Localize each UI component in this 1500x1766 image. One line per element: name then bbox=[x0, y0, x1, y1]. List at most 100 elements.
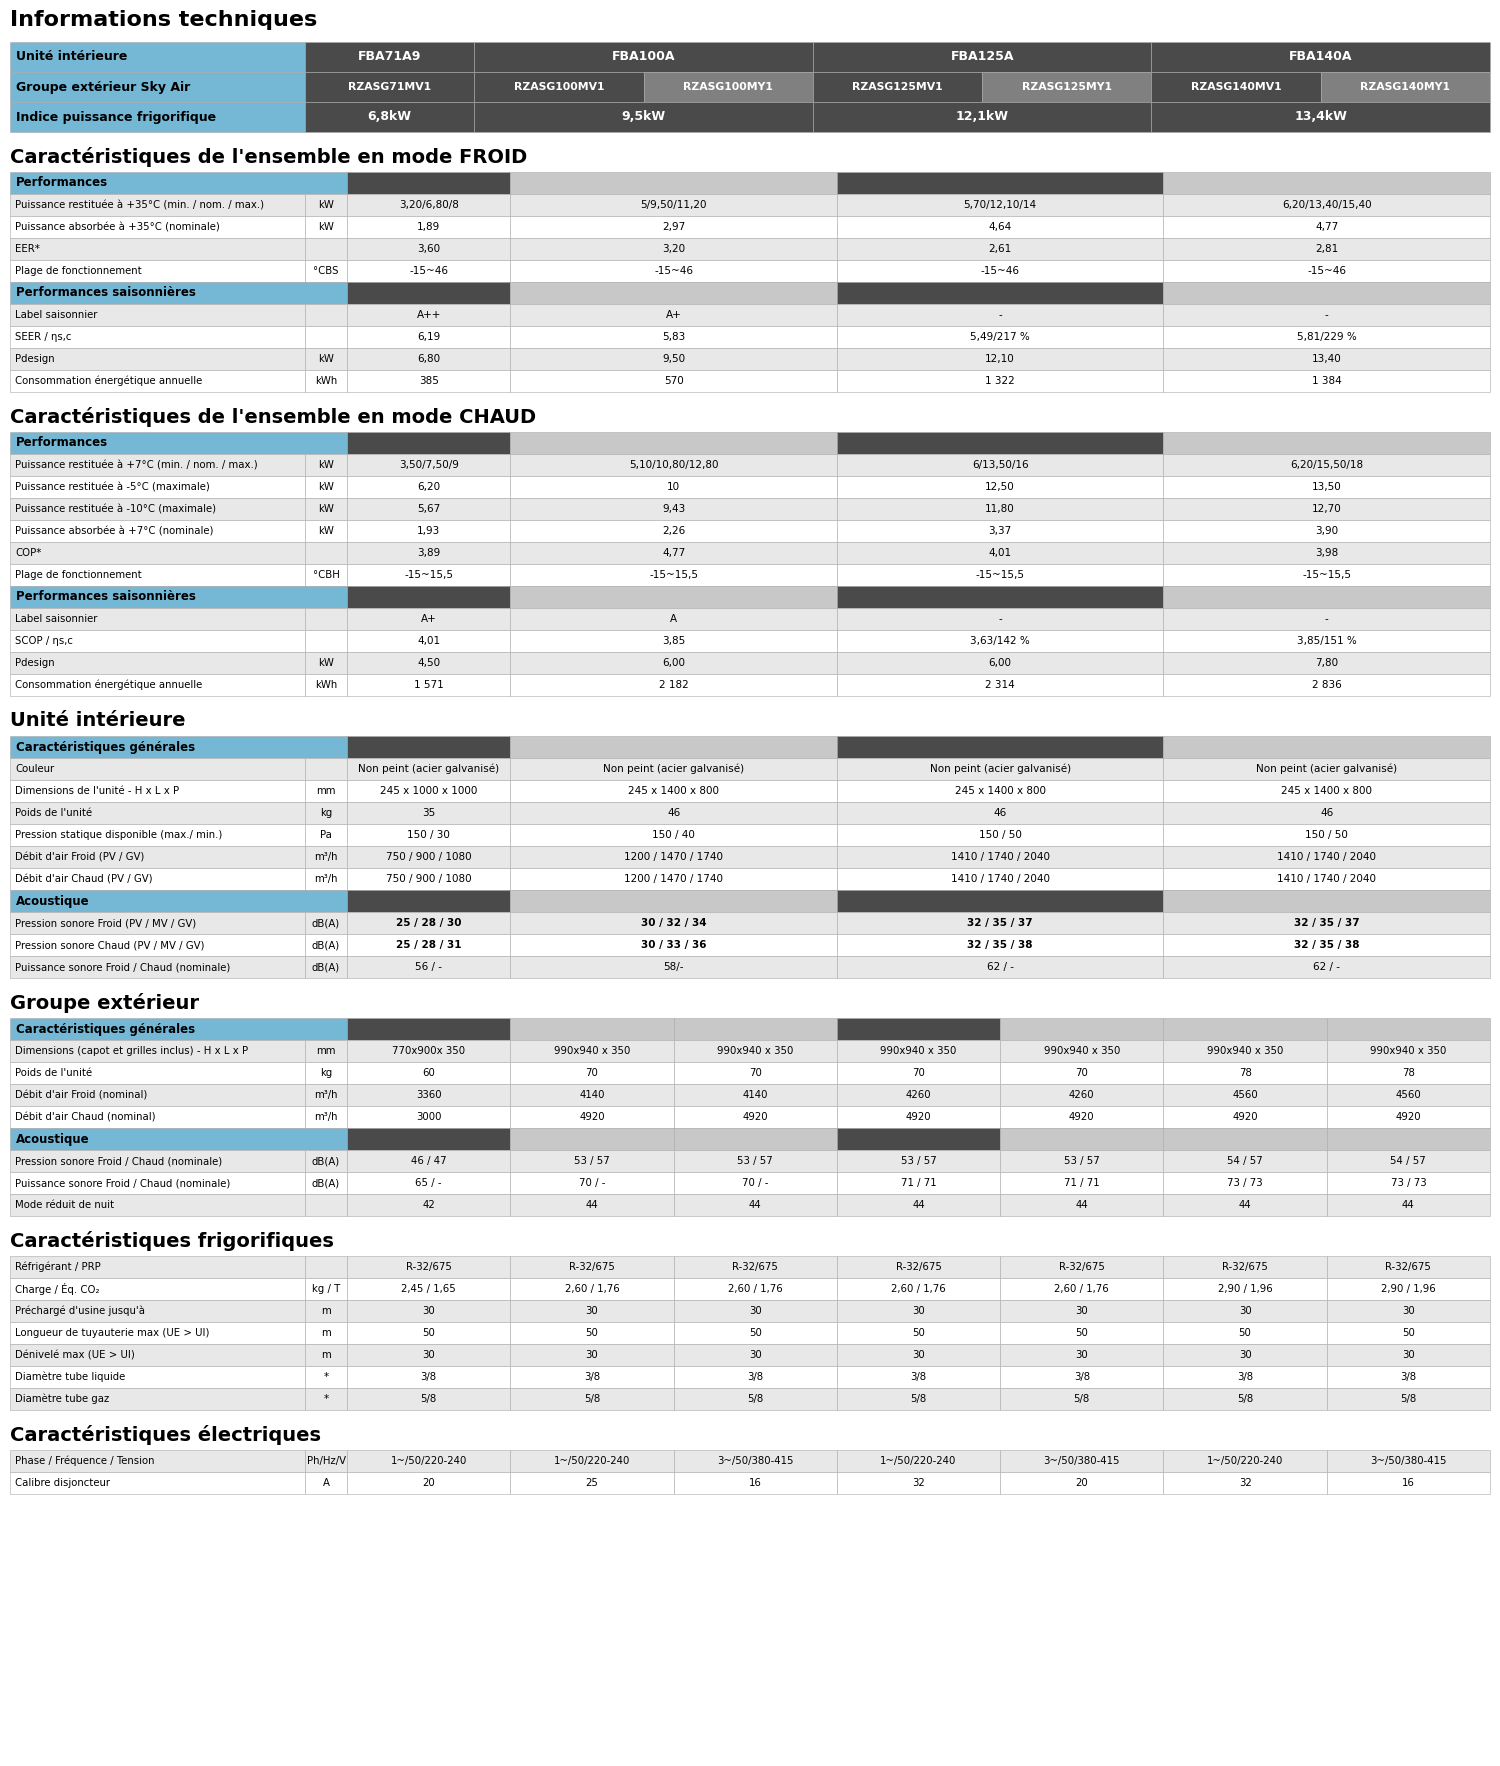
Text: EER*: EER* bbox=[15, 244, 40, 254]
Bar bbox=[10, 890, 346, 911]
Text: 4260: 4260 bbox=[1070, 1090, 1095, 1100]
Bar bbox=[837, 1473, 1001, 1494]
Bar bbox=[1000, 1061, 1164, 1084]
Bar bbox=[510, 911, 837, 934]
Text: 53 / 57: 53 / 57 bbox=[900, 1157, 936, 1166]
Text: Phase / Fréquence / Tension: Phase / Fréquence / Tension bbox=[15, 1455, 154, 1466]
Bar bbox=[1164, 869, 1490, 890]
Bar bbox=[10, 519, 304, 542]
Text: Pdesign: Pdesign bbox=[15, 659, 54, 668]
Bar bbox=[510, 825, 837, 846]
Bar bbox=[346, 1344, 510, 1365]
Bar bbox=[304, 42, 474, 72]
Text: 1410 / 1740 / 2040: 1410 / 1740 / 2040 bbox=[1276, 851, 1376, 862]
Bar bbox=[674, 1017, 837, 1040]
Text: Caractéristiques de l'ensemble en mode CHAUD: Caractéristiques de l'ensemble en mode C… bbox=[10, 406, 536, 427]
Text: 3/8: 3/8 bbox=[1238, 1372, 1252, 1383]
Text: Couleur: Couleur bbox=[15, 765, 54, 774]
Bar bbox=[1164, 586, 1490, 608]
Bar bbox=[510, 1473, 674, 1494]
Text: R-32/675: R-32/675 bbox=[1059, 1263, 1104, 1272]
Bar bbox=[1164, 652, 1490, 675]
Text: 4,50: 4,50 bbox=[417, 659, 440, 668]
Bar bbox=[1326, 1150, 1490, 1173]
Text: 1~/50/220-240: 1~/50/220-240 bbox=[880, 1455, 957, 1466]
Text: 13,40: 13,40 bbox=[1312, 353, 1341, 364]
Bar bbox=[837, 736, 1164, 758]
Text: 2,90 / 1,96: 2,90 / 1,96 bbox=[1218, 1284, 1272, 1294]
Bar bbox=[1000, 1300, 1164, 1323]
Bar bbox=[1326, 1040, 1490, 1061]
Text: 5/8: 5/8 bbox=[1238, 1393, 1252, 1404]
Bar bbox=[304, 1173, 346, 1194]
Bar bbox=[674, 1323, 837, 1344]
Text: Poids de l'unité: Poids de l'unité bbox=[15, 809, 92, 818]
Text: 1200 / 1470 / 1740: 1200 / 1470 / 1740 bbox=[624, 874, 723, 885]
Text: 150 / 30: 150 / 30 bbox=[406, 830, 450, 841]
Text: 32: 32 bbox=[912, 1478, 926, 1489]
Bar bbox=[837, 934, 1164, 955]
Bar bbox=[674, 1279, 837, 1300]
Text: Consommation énergétique annuelle: Consommation énergétique annuelle bbox=[15, 680, 202, 691]
Bar bbox=[510, 675, 837, 696]
Text: 25 / 28 / 31: 25 / 28 / 31 bbox=[396, 940, 462, 950]
Text: -15~46: -15~46 bbox=[1306, 267, 1346, 275]
Bar bbox=[674, 1473, 837, 1494]
Bar bbox=[674, 1150, 837, 1173]
Bar bbox=[1164, 1256, 1326, 1279]
Text: 5,10/10,80/12,80: 5,10/10,80/12,80 bbox=[628, 459, 718, 470]
Bar bbox=[1164, 675, 1490, 696]
Bar bbox=[304, 1300, 346, 1323]
Text: Débit d'air Chaud (PV / GV): Débit d'air Chaud (PV / GV) bbox=[15, 874, 153, 885]
Text: 50: 50 bbox=[1239, 1328, 1251, 1339]
Text: °CBH: °CBH bbox=[312, 570, 339, 579]
Text: 44: 44 bbox=[585, 1201, 598, 1210]
Text: 3,90: 3,90 bbox=[1316, 526, 1338, 537]
Bar bbox=[837, 1323, 1001, 1344]
Bar bbox=[1164, 542, 1490, 563]
Text: 62 / -: 62 / - bbox=[1312, 962, 1340, 971]
Bar bbox=[837, 1084, 1001, 1106]
Bar bbox=[304, 260, 346, 283]
Bar bbox=[510, 1061, 674, 1084]
Bar bbox=[10, 563, 304, 586]
Bar bbox=[837, 283, 1164, 304]
Text: Pression statique disponible (max./ min.): Pression statique disponible (max./ min.… bbox=[15, 830, 222, 841]
Text: 3,89: 3,89 bbox=[417, 547, 441, 558]
Text: 4920: 4920 bbox=[1395, 1113, 1420, 1121]
Text: 32 / 35 / 37: 32 / 35 / 37 bbox=[1294, 918, 1359, 927]
Bar bbox=[510, 260, 837, 283]
Bar bbox=[510, 736, 837, 758]
Bar bbox=[10, 630, 304, 652]
Bar bbox=[1326, 1106, 1490, 1128]
Text: A+: A+ bbox=[666, 311, 681, 320]
Bar bbox=[1000, 1150, 1164, 1173]
Text: 30 / 33 / 36: 30 / 33 / 36 bbox=[640, 940, 706, 950]
Bar bbox=[837, 586, 1164, 608]
Bar bbox=[304, 911, 346, 934]
Text: Label saisonnier: Label saisonnier bbox=[15, 615, 98, 623]
Text: 12,70: 12,70 bbox=[1312, 503, 1341, 514]
Text: kW: kW bbox=[318, 200, 334, 210]
Bar bbox=[1164, 955, 1490, 978]
Bar bbox=[837, 1300, 1001, 1323]
Bar bbox=[837, 1061, 1001, 1084]
Text: 2,90 / 1,96: 2,90 / 1,96 bbox=[1382, 1284, 1435, 1294]
Bar bbox=[510, 477, 837, 498]
Text: Longueur de tuyauterie max (UE > UI): Longueur de tuyauterie max (UE > UI) bbox=[15, 1328, 210, 1339]
Bar bbox=[346, 327, 510, 348]
Text: 1 571: 1 571 bbox=[414, 680, 444, 691]
Text: Pression sonore Chaud (PV / MV / GV): Pression sonore Chaud (PV / MV / GV) bbox=[15, 940, 204, 950]
Text: Puissance sonore Froid / Chaud (nominale): Puissance sonore Froid / Chaud (nominale… bbox=[15, 962, 231, 971]
Bar bbox=[346, 652, 510, 675]
Bar bbox=[837, 304, 1164, 327]
Bar bbox=[510, 1017, 674, 1040]
Text: m³/h: m³/h bbox=[315, 1090, 338, 1100]
Text: 5/8: 5/8 bbox=[584, 1393, 600, 1404]
Bar bbox=[837, 911, 1164, 934]
Bar bbox=[1164, 238, 1490, 260]
Bar bbox=[1152, 42, 1490, 72]
Text: 5/8: 5/8 bbox=[1074, 1393, 1090, 1404]
Bar bbox=[10, 1279, 304, 1300]
Bar bbox=[510, 563, 837, 586]
